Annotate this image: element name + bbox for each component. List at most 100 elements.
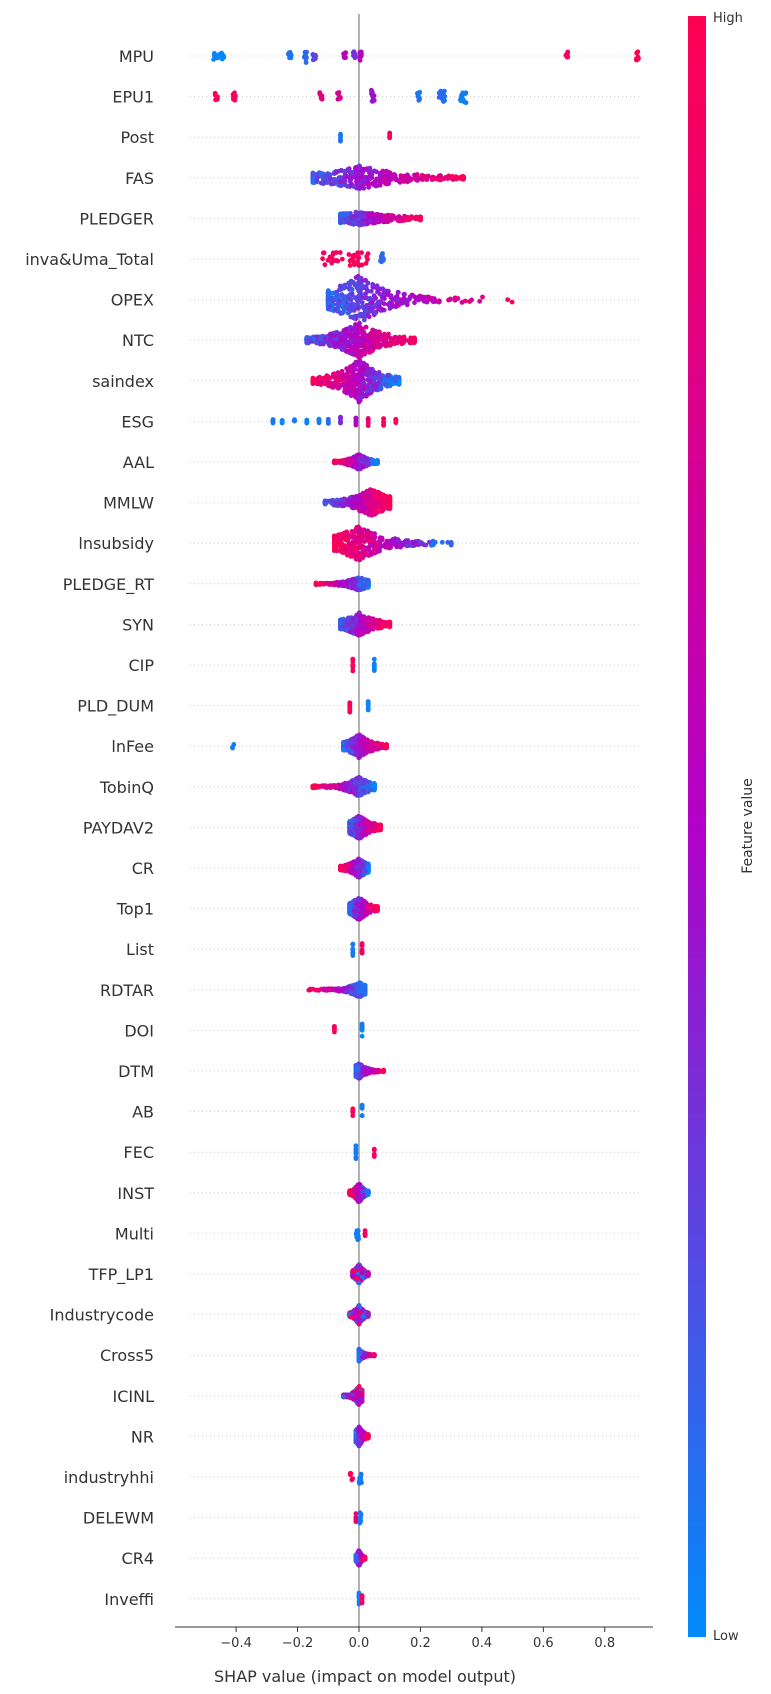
shap-point — [359, 376, 365, 382]
shap-point — [347, 700, 353, 706]
shap-point — [373, 746, 379, 752]
shap-point — [360, 463, 366, 469]
shap-point — [415, 295, 421, 300]
shap-point — [387, 306, 393, 311]
shap-point — [341, 169, 347, 174]
shap-point — [393, 374, 399, 380]
shap-point — [365, 700, 371, 706]
shap-point — [353, 332, 359, 337]
shap-point — [397, 179, 403, 185]
shap-point — [233, 93, 238, 99]
shap-point — [312, 56, 318, 62]
shap-point — [347, 707, 353, 713]
shap-point — [348, 297, 354, 303]
shap-point — [449, 174, 455, 179]
shap-point — [438, 173, 443, 179]
shap-point — [329, 260, 335, 266]
shap-point — [378, 384, 383, 389]
shap-point — [355, 306, 361, 311]
shap-point — [367, 211, 372, 217]
shap-point — [326, 581, 332, 587]
shap-point — [363, 737, 369, 743]
shap-point — [344, 550, 349, 556]
shap-point — [330, 371, 336, 377]
shap-point — [381, 423, 386, 428]
shap-point — [389, 301, 395, 306]
shap-point — [221, 53, 226, 59]
shap-point — [378, 216, 384, 222]
shap-point — [380, 307, 385, 312]
shap-point — [310, 380, 316, 386]
shap-point — [395, 289, 401, 295]
shap-point — [354, 352, 359, 358]
shap-point — [352, 302, 357, 307]
shap-point — [340, 374, 346, 380]
shap-point — [354, 218, 359, 223]
shap-point — [380, 286, 386, 292]
shap-point — [370, 282, 376, 287]
shap-point — [419, 172, 425, 178]
shap-point — [392, 378, 398, 384]
shap-point — [333, 580, 338, 586]
shap-point — [393, 417, 399, 423]
shap-point — [325, 288, 331, 294]
shap-point — [356, 582, 362, 588]
shap-point — [319, 378, 324, 384]
shap-point — [348, 306, 354, 312]
shap-point — [348, 737, 354, 742]
shap-point — [367, 369, 373, 374]
shap-point — [364, 336, 370, 341]
shap-point — [358, 740, 364, 746]
shap-point — [320, 581, 326, 586]
shap-point — [338, 179, 343, 185]
shap-point — [325, 293, 331, 299]
shap-point — [304, 420, 310, 426]
shap-point — [401, 295, 407, 301]
shap-point — [333, 306, 338, 312]
shap-point — [369, 172, 375, 178]
shap-point — [349, 291, 355, 297]
shap-point — [441, 176, 447, 182]
shap-point — [360, 350, 366, 356]
shap-point — [416, 176, 422, 182]
shap-point — [355, 258, 360, 264]
shap-point — [345, 211, 351, 217]
shap-point — [352, 461, 358, 466]
shap-point — [375, 494, 380, 500]
shap-point — [356, 313, 362, 318]
shap-point — [357, 543, 363, 549]
shap-point — [408, 215, 414, 221]
shap-point — [369, 98, 375, 104]
shap-point — [382, 339, 387, 345]
shap-point — [321, 250, 327, 256]
shap-point — [372, 386, 377, 391]
shap-point — [385, 544, 391, 550]
shap-point — [349, 287, 355, 292]
shap-point — [356, 755, 362, 761]
shap-point — [385, 292, 391, 297]
shap-point — [327, 304, 333, 310]
shap-point — [356, 262, 362, 268]
shap-point — [357, 556, 363, 562]
shap-point — [364, 457, 370, 462]
shap-point — [353, 628, 358, 634]
shap-point — [369, 90, 374, 95]
shap-point — [385, 219, 391, 225]
shap-point — [361, 214, 367, 219]
shap-point — [383, 382, 389, 387]
shap-point — [344, 366, 350, 371]
shap-point — [372, 510, 378, 515]
shap-point — [412, 300, 417, 306]
shap-point — [407, 296, 412, 302]
shap-point — [354, 497, 360, 503]
shap-point — [363, 743, 369, 749]
shap-point — [370, 328, 376, 334]
shap-point — [461, 175, 466, 181]
shap-point — [356, 222, 362, 228]
shap-point — [372, 490, 377, 495]
shap-point — [214, 97, 220, 102]
shap-point — [387, 131, 393, 137]
shap-point — [211, 53, 217, 58]
shap-point — [351, 547, 356, 553]
shap-point — [634, 56, 639, 62]
